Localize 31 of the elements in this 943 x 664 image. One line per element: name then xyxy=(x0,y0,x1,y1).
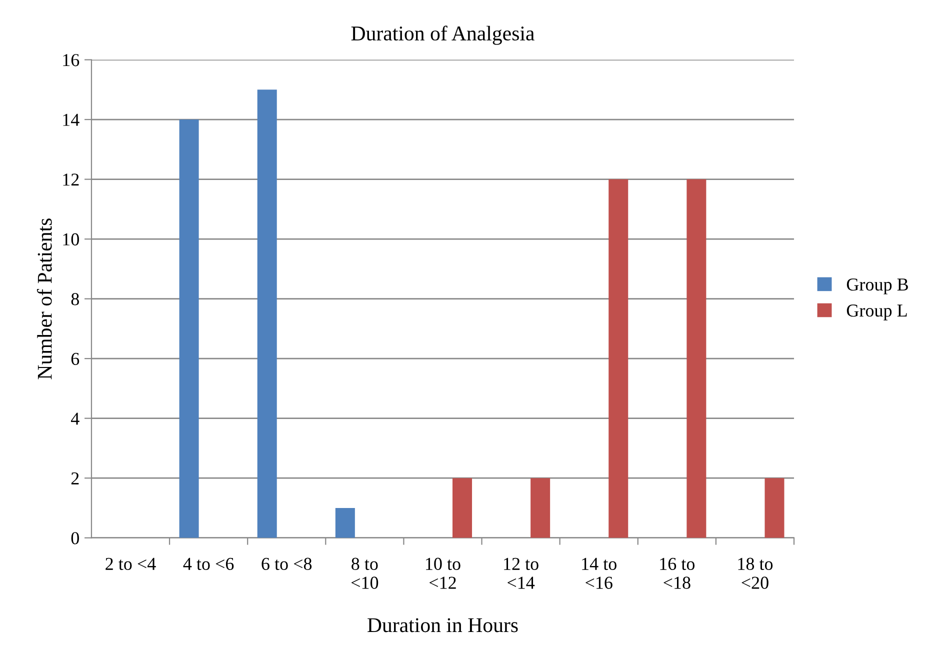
x-tick-label: 4 to <6 xyxy=(183,558,234,570)
y-axis-title: Number of Patients xyxy=(36,218,52,380)
y-tick-label: 10 xyxy=(63,233,79,246)
bar xyxy=(335,508,355,538)
y-tick-label: 14 xyxy=(63,114,80,126)
y-tick-label: 4 xyxy=(70,412,80,425)
bar xyxy=(608,179,628,538)
y-tick-label: 0 xyxy=(71,532,79,544)
bar xyxy=(530,478,550,538)
x-tick-label: 10 to <12 xyxy=(426,558,460,589)
bar xyxy=(179,120,199,538)
x-tick-label: 6 to <8 xyxy=(262,558,312,570)
bar xyxy=(257,90,277,538)
legend-label: Group B xyxy=(846,278,908,294)
legend-label: Group L xyxy=(846,304,907,320)
bar xyxy=(686,179,706,538)
bar xyxy=(764,478,784,538)
x-tick-label: 18 to <20 xyxy=(738,558,773,589)
x-tick-label: 14 to <16 xyxy=(582,558,616,589)
x-tick-label: 8 to <10 xyxy=(351,558,378,589)
x-axis-title: Duration in Hours xyxy=(368,618,518,632)
y-tick-label: 16 xyxy=(63,54,80,66)
y-tick-label: 12 xyxy=(63,174,79,186)
x-tick-label: 16 to <18 xyxy=(660,558,695,589)
y-tick-label: 8 xyxy=(71,293,79,306)
chart-title: Duration of Analgesia xyxy=(351,26,534,45)
x-tick-label: 2 to <4 xyxy=(106,558,156,570)
bar xyxy=(452,478,472,538)
y-tick-label: 6 xyxy=(71,352,80,365)
y-tick-label: 2 xyxy=(71,472,79,484)
x-tick-label: 12 to <14 xyxy=(504,558,538,589)
